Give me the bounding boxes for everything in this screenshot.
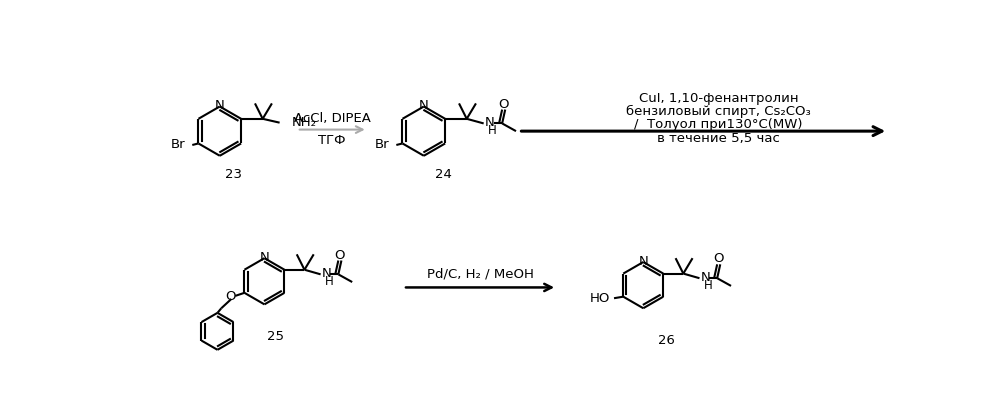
Text: 23: 23 bbox=[225, 168, 242, 181]
Text: N: N bbox=[701, 271, 710, 284]
Text: 24: 24 bbox=[435, 168, 452, 181]
Text: N: N bbox=[322, 267, 332, 280]
Text: HO: HO bbox=[590, 292, 610, 305]
Text: O: O bbox=[499, 98, 508, 111]
Text: ТГФ: ТГФ bbox=[319, 134, 346, 147]
Text: в течение 5,5 час: в течение 5,5 час bbox=[657, 132, 780, 145]
Text: H: H bbox=[488, 124, 497, 137]
Text: Pd/C, H₂ / MeOH: Pd/C, H₂ / MeOH bbox=[427, 268, 533, 281]
Text: H: H bbox=[703, 279, 712, 292]
Text: бензиловый спирт, Cs₂CO₃: бензиловый спирт, Cs₂CO₃ bbox=[626, 105, 811, 118]
Text: /  Толуол при130°C(MW): / Толуол при130°C(MW) bbox=[634, 118, 803, 131]
Text: 26: 26 bbox=[658, 334, 674, 347]
Text: N: N bbox=[419, 99, 429, 112]
Text: N: N bbox=[215, 99, 225, 112]
Text: NH₂: NH₂ bbox=[292, 116, 317, 129]
Text: 25: 25 bbox=[268, 330, 285, 343]
Text: Br: Br bbox=[376, 139, 390, 152]
Text: O: O bbox=[335, 248, 345, 261]
Text: AcCl, DIPEA: AcCl, DIPEA bbox=[294, 112, 371, 125]
Text: N: N bbox=[638, 255, 648, 268]
Text: N: N bbox=[260, 251, 270, 264]
Text: H: H bbox=[325, 275, 334, 288]
Text: O: O bbox=[713, 253, 724, 266]
Text: CuI, 1,10-фенантролин: CuI, 1,10-фенантролин bbox=[639, 92, 798, 105]
Text: Br: Br bbox=[171, 139, 186, 152]
Text: N: N bbox=[486, 116, 495, 129]
Text: O: O bbox=[226, 290, 236, 303]
